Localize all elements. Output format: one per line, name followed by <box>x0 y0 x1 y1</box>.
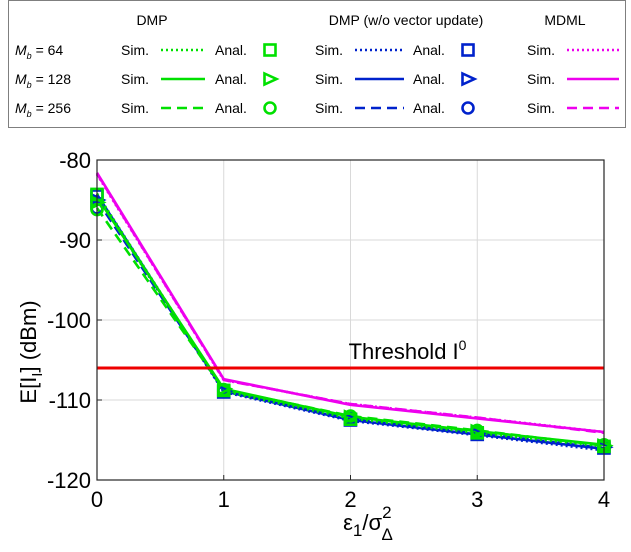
legend-row-label: Mb = 128 <box>15 71 71 90</box>
y-axis-label: E[II] (dBm) <box>16 300 46 403</box>
legend-marker-dmp_wo-circle <box>461 101 475 115</box>
chart-legend: DMP DMP (w/o vector update) MDML Mb = 64… <box>8 0 626 128</box>
legend-row-label: Mb = 64 <box>15 42 63 61</box>
series-line-mdml-dashed <box>95 172 605 435</box>
analysis-marker-dmp-circle <box>216 382 231 397</box>
legend-sim-label: Sim. <box>315 71 343 87</box>
legend-row-label: Mb = 256 <box>15 100 71 119</box>
series-line-dmp-dashed <box>95 207 605 447</box>
legend-anal-label: Anal. <box>215 71 247 87</box>
legend-marker-dmp-circle <box>263 101 277 115</box>
legend-sim-label: Sim. <box>527 71 555 87</box>
grid-lines <box>96 159 605 481</box>
legend-sim-label: Sim. <box>121 100 149 116</box>
analysis-marker-dmp-circle <box>470 423 485 438</box>
threshold-label: Threshold I0 <box>349 337 467 364</box>
legend-rows: Mb = 64 Sim. Anal. Sim. Anal. Sim. Mb = 128 Sim… <box>15 42 619 119</box>
legend-anal-label: Anal. <box>215 42 247 58</box>
tick-labels: 0 1 2 3 4 -80 -90 -100 -110 -120 <box>47 148 610 512</box>
legend-marker-dmp-triangle <box>263 71 280 87</box>
y-tick-label: -90 <box>59 228 91 253</box>
legend-header-dmp: DMP <box>136 12 167 28</box>
y-tick-label: -110 <box>49 388 91 413</box>
legend-sim-label: Sim. <box>527 42 555 58</box>
legend-marker-dmp-square <box>263 43 277 57</box>
legend-anal-label: Anal. <box>413 71 445 87</box>
legend-sim-label: Sim. <box>315 100 343 116</box>
y-tick-label: -120 <box>47 468 91 493</box>
threshold-layer: Threshold I0 <box>97 337 604 370</box>
analysis-marker-dmp-circle <box>343 409 358 423</box>
legend-anal-label: Anal. <box>413 42 445 58</box>
legend-header-mdml: MDML <box>544 12 585 28</box>
x-tick-label: 4 <box>598 487 610 512</box>
x-axis-label: ε1/σ2 Δ <box>343 503 393 544</box>
x-tick-label: 3 <box>471 487 483 512</box>
x-tick-label: 1 <box>218 487 230 512</box>
legend-marker-dmp_wo-triangle <box>461 71 478 87</box>
x-tick-label: 2 <box>344 487 356 512</box>
legend-marker-dmp_wo-square <box>461 43 475 57</box>
legend-sim-label: Sim. <box>121 71 149 87</box>
legend-sim-label: Sim. <box>121 42 149 58</box>
legend-anal-label: Anal. <box>215 100 247 116</box>
legend-sim-label: Sim. <box>315 42 343 58</box>
x-tick-label: 0 <box>91 487 103 512</box>
legend-header-dmp-wo: DMP (w/o vector update) <box>329 12 484 28</box>
legend-sim-label: Sim. <box>527 100 555 116</box>
legend-anal-label: Anal. <box>413 100 445 116</box>
y-tick-label: -80 <box>59 148 91 173</box>
y-tick-label: -100 <box>47 308 91 333</box>
